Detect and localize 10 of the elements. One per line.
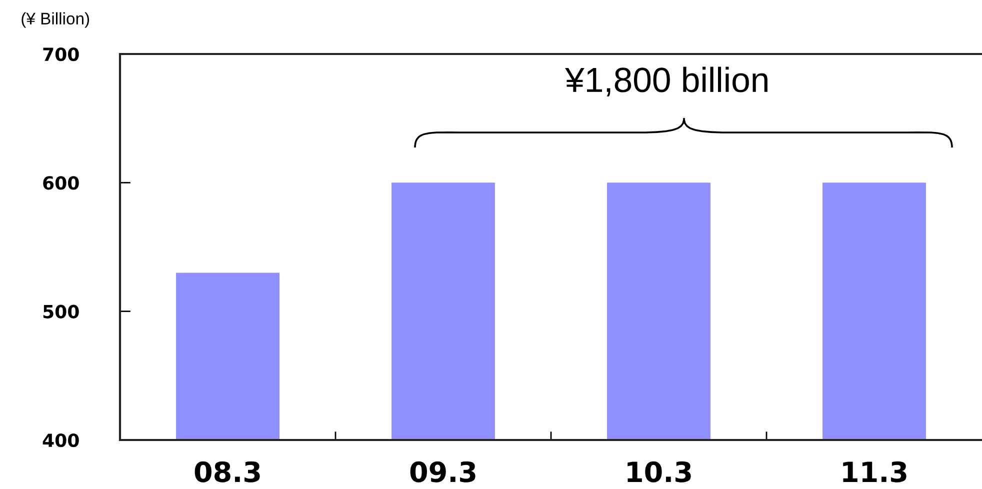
y-tick-label: 600 [43, 176, 79, 190]
x-tick-label: 11.3 [843, 461, 906, 482]
annotation: ¥1,800 billion [565, 66, 768, 96]
x-tick-label: 08.3 [194, 461, 260, 482]
y-tick-label: 700 [43, 47, 79, 62]
y-tick-label: 500 [43, 304, 79, 318]
x-tick-label: 09.3 [410, 461, 476, 482]
y-tick-label: 400 [42, 433, 79, 448]
y-axis-title: (¥ Billion) [22, 12, 90, 28]
x-tick-label: 10.3 [628, 461, 691, 482]
